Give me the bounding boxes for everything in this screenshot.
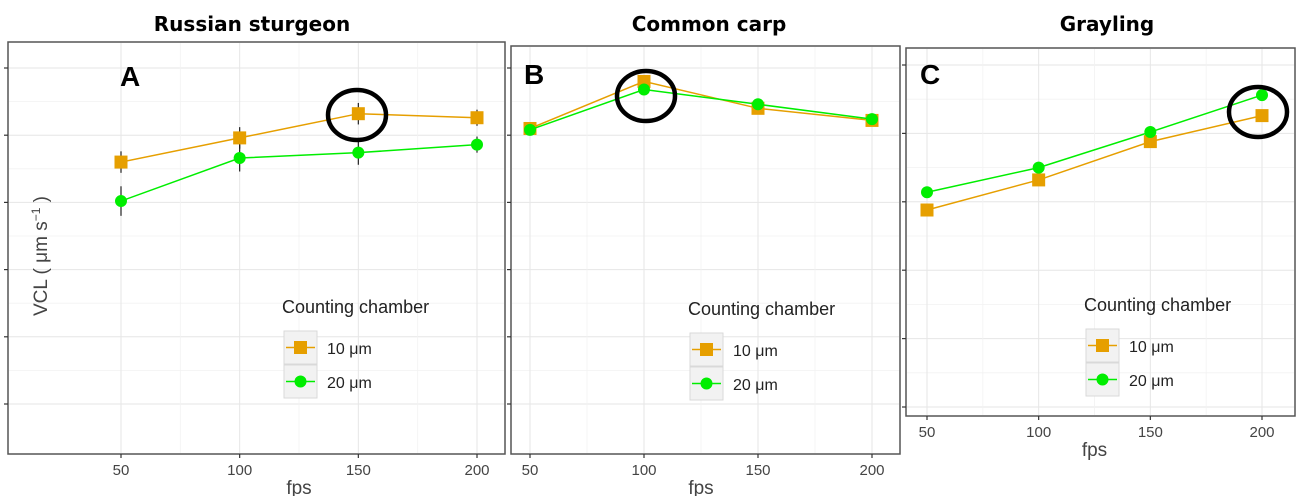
series-line-20um <box>529 88 873 131</box>
data-point-20um <box>1144 126 1157 139</box>
x-axis-label: fps <box>286 478 311 496</box>
series-line-10um <box>120 112 478 163</box>
legend-label: 20 μm <box>1129 373 1174 390</box>
data-point-20um <box>1032 161 1045 174</box>
data-point-10um <box>470 111 484 125</box>
legend-label: 10 μm <box>1129 339 1174 356</box>
x-tick-label: 200 <box>859 462 884 479</box>
legend-marker-square <box>294 341 307 354</box>
x-tick-label: 50 <box>919 424 936 441</box>
data-point-20um <box>1256 89 1268 102</box>
x-tick-label: 200 <box>464 462 489 479</box>
highlight-circle <box>1226 84 1290 140</box>
legend-marker-circle <box>1096 373 1109 386</box>
legend-marker-square <box>1096 339 1109 352</box>
data-point-10um <box>1255 109 1269 123</box>
y-axis-label-close: ) <box>31 196 52 208</box>
legend-label: 20 μm <box>733 377 778 394</box>
legend-marker-circle <box>294 375 307 388</box>
data-point-10um <box>920 203 934 217</box>
x-tick-label: 150 <box>745 462 770 479</box>
data-point-20um <box>352 146 365 159</box>
data-point-20um <box>233 152 246 165</box>
x-tick-label: 150 <box>346 462 371 479</box>
x-tick-label: 100 <box>227 462 252 479</box>
panel-frame <box>7 41 506 455</box>
data-point-10um <box>233 131 247 145</box>
x-tick-label: 150 <box>1138 424 1163 441</box>
legend-label: 10 μm <box>733 343 778 360</box>
series-line-20um <box>926 94 1263 193</box>
y-axis-label: VCL ( μm s−1 ) <box>29 196 52 316</box>
y-axis-label-sup: −1 <box>29 207 43 221</box>
x-tick-label: 50 <box>113 462 130 479</box>
legend-marker-square <box>700 343 713 356</box>
data-point-20um <box>471 138 483 151</box>
data-point-20um <box>115 195 127 208</box>
series-line-10um <box>926 114 1263 211</box>
x-tick-label: 200 <box>1249 424 1274 441</box>
x-tick-label: 50 <box>522 462 539 479</box>
data-point-20um <box>866 113 878 126</box>
data-point-20um <box>638 83 650 96</box>
panel-label: A <box>120 61 140 92</box>
x-axis-label: fps <box>1082 440 1107 461</box>
data-point-20um <box>524 123 536 136</box>
panel-label: B <box>524 59 544 90</box>
y-axis-label-main: VCL ( μm s <box>31 221 52 316</box>
data-point-10um <box>1032 173 1046 187</box>
data-point-20um <box>921 186 933 199</box>
series-line-20um <box>120 143 478 202</box>
x-tick-label: 100 <box>1026 424 1051 441</box>
legend-title: Counting chamber <box>1084 295 1231 315</box>
data-point-20um <box>752 98 764 111</box>
legend-label: 20 μm <box>327 375 372 392</box>
panel-title: Russian sturgeon <box>154 12 350 36</box>
panel-title: Grayling <box>1060 12 1154 36</box>
legend-marker-circle <box>700 377 713 390</box>
x-axis-label: fps <box>688 478 713 496</box>
legend-title: Counting chamber <box>688 299 835 319</box>
legend-label: 10 μm <box>327 341 372 358</box>
highlight-circle <box>325 87 389 143</box>
data-point-10um <box>114 155 128 169</box>
series-line-10um <box>529 80 873 130</box>
legend-title: Counting chamber <box>282 297 429 317</box>
data-point-10um <box>1143 135 1157 149</box>
data-point-10um <box>351 107 365 121</box>
panel-label: C <box>920 59 940 90</box>
panel-title: Common carp <box>632 12 787 36</box>
x-tick-label: 100 <box>631 462 656 479</box>
highlight-circle <box>614 68 678 124</box>
